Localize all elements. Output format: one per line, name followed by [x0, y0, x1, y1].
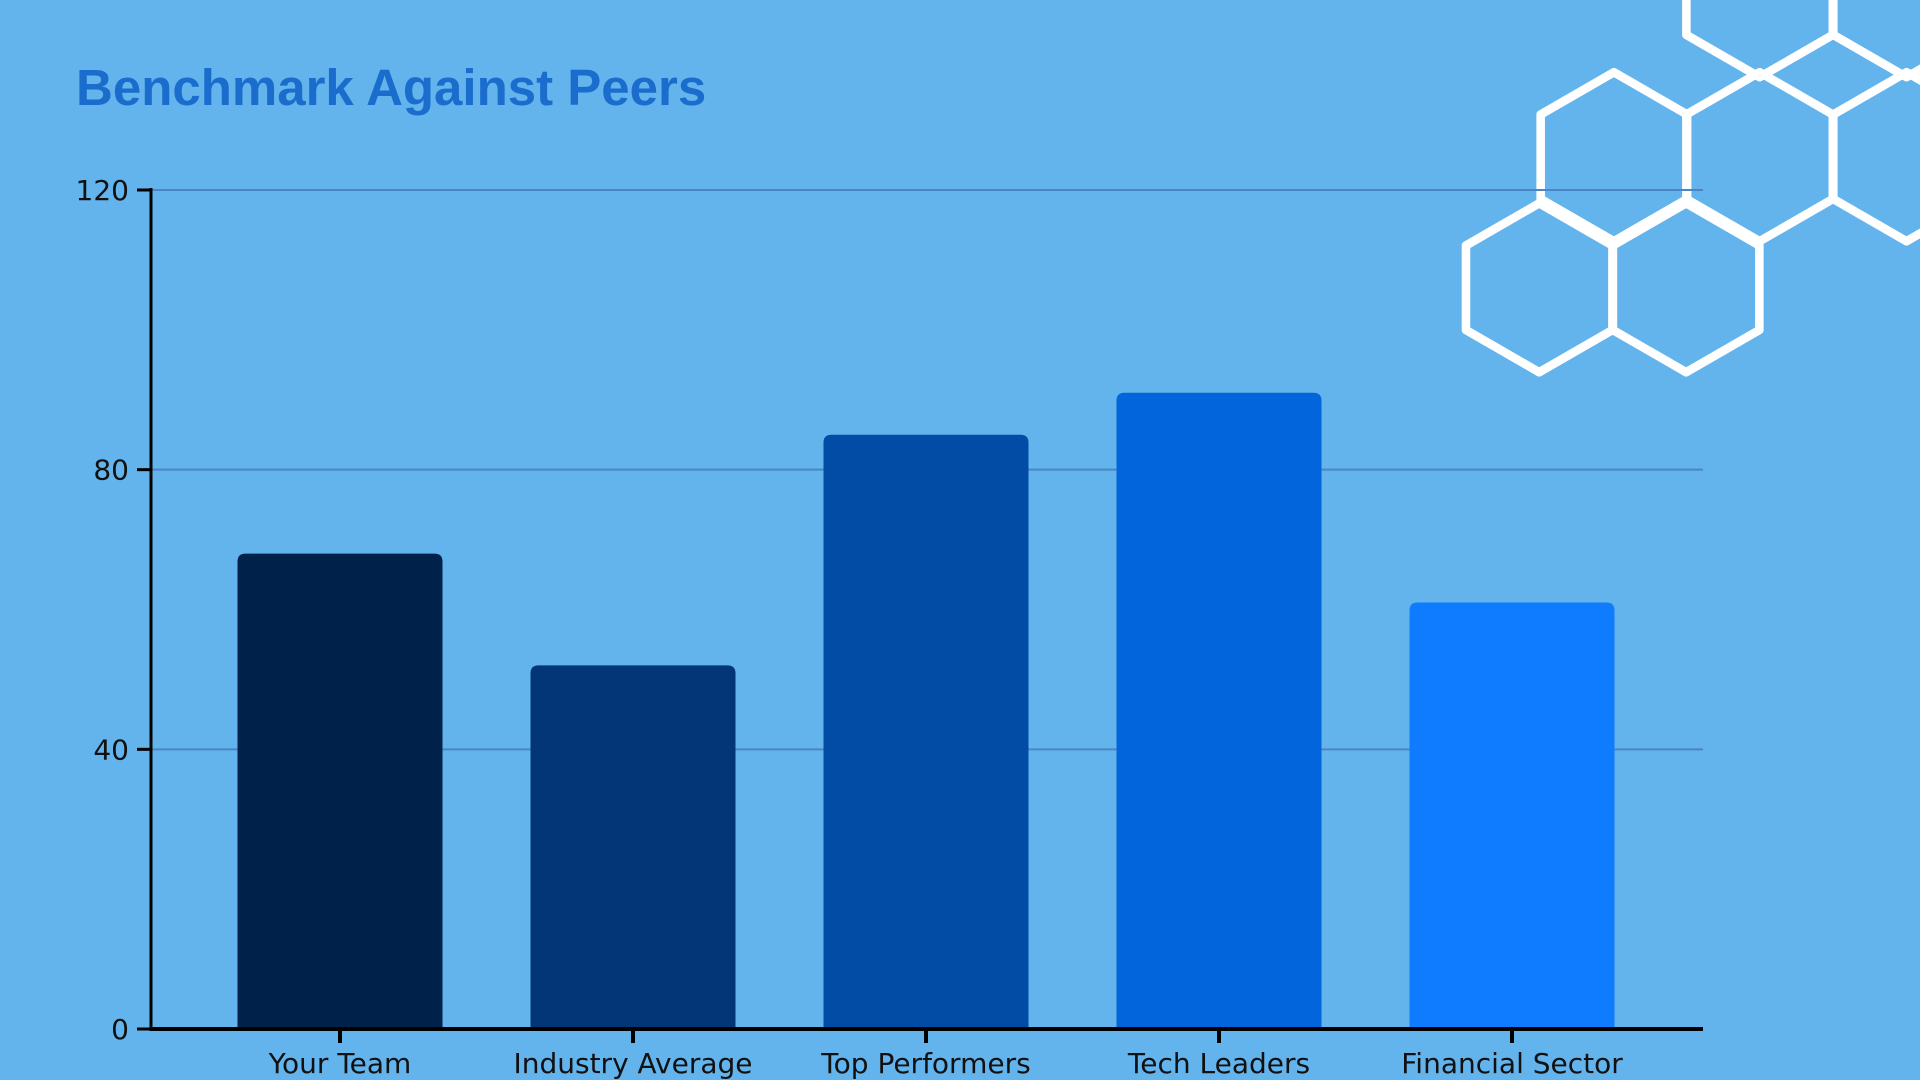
- y-tick-label: 40: [93, 733, 129, 766]
- hexagon-outline: [1829, 0, 1920, 82]
- bar-your-team: [237, 553, 443, 1029]
- x-tick-label: Top Performers: [820, 1047, 1030, 1080]
- y-tick-label: 0: [111, 1013, 129, 1046]
- x-tick-label: Your Team: [268, 1047, 412, 1080]
- hexagon-outline: [1608, 198, 1764, 377]
- y-tick-label: 80: [93, 454, 129, 487]
- y-tick-label: 120: [76, 174, 129, 207]
- chart-title: Benchmark Against Peers: [76, 59, 707, 116]
- x-tick-label: Financial Sector: [1401, 1047, 1623, 1080]
- bar-financial-sector: [1409, 602, 1615, 1029]
- x-tick-label: Tech Leaders: [1127, 1047, 1310, 1080]
- bar-tech-leaders: [1116, 392, 1322, 1030]
- bar-industry-average: [530, 665, 736, 1029]
- hexagon-outline: [1682, 0, 1838, 82]
- bar-top-performers: [823, 434, 1029, 1029]
- hexagon-decoration-icon: [1461, 0, 1920, 377]
- hexagon-outline: [1829, 67, 1920, 246]
- x-tick-label: Industry Average: [513, 1047, 752, 1080]
- hexagon-outline: [1461, 198, 1617, 377]
